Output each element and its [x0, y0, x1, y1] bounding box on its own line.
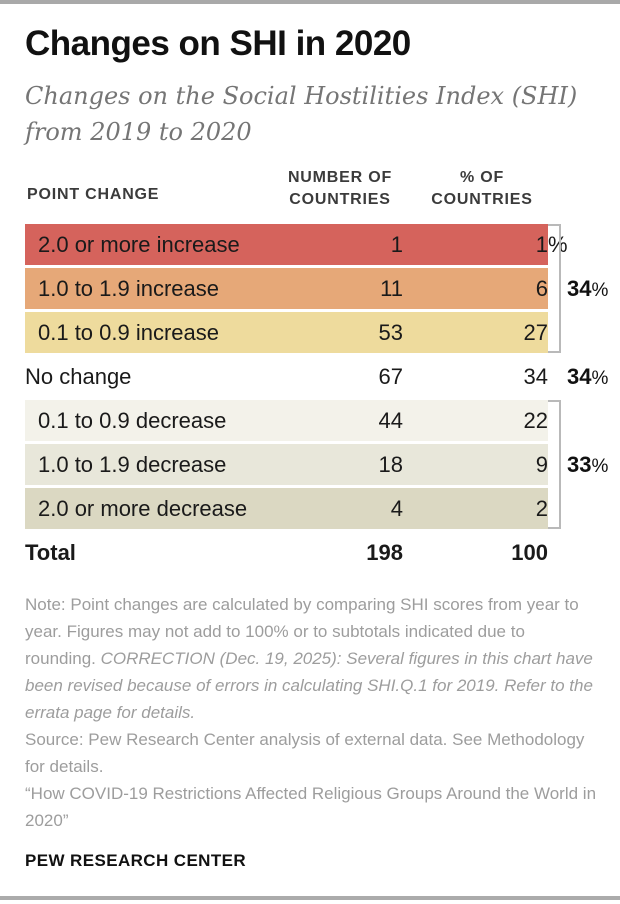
row-label: 1.0 to 1.9 decrease: [38, 451, 227, 477]
column-header-number-of-countries: NUMBER OF COUNTRIES: [287, 169, 393, 208]
row-label: 2.0 or more increase: [38, 231, 240, 257]
row-pct: 1%: [535, 231, 568, 257]
row-countries: 18: [378, 451, 403, 477]
table-row: 0.1 to 0.9 increase 53 27: [25, 312, 548, 353]
decrease-group-total: 33%: [567, 452, 609, 477]
table-body: 2.0 or more increase 1 1% 1.0 to 1.9 inc…: [25, 224, 620, 529]
top-rule: [0, 0, 620, 4]
row-pct: 6: [535, 275, 548, 301]
bottom-rule: [0, 896, 620, 900]
no-change-group-total: 34%: [567, 364, 609, 389]
chart-note: Note: Point changes are calculated by co…: [25, 595, 593, 722]
row-countries: 1: [390, 231, 403, 257]
increase-group-bracket: [548, 224, 561, 353]
table-row: 1.0 to 1.9 decrease 18 9: [25, 444, 548, 485]
row-countries: 53: [378, 319, 403, 345]
table-row: 1.0 to 1.9 increase 11 6: [25, 268, 548, 309]
total-pct: 100: [511, 540, 548, 565]
column-header-pct-of-countries: % OF COUNTRIES: [431, 169, 533, 208]
row-countries: 44: [378, 407, 403, 433]
increase-group-total: 34%: [567, 276, 609, 301]
report-title-quote: “How COVID-19 Restrictions Affected Reli…: [25, 784, 597, 830]
row-pct: 2: [535, 495, 548, 521]
chart-source: Source: Pew Research Center analysis of …: [25, 730, 585, 776]
page-title: Changes on SHI in 2020: [25, 24, 411, 63]
row-pct: 27: [523, 319, 548, 345]
row-countries: 67: [378, 363, 403, 389]
total-label: Total: [25, 540, 76, 565]
column-header-point-change: POINT CHANGE: [27, 186, 160, 203]
table-row: 2.0 or more increase 1 1%: [25, 224, 568, 265]
row-pct: 9: [535, 451, 548, 477]
row-countries: 11: [380, 275, 403, 301]
table-row: No change 67 34: [25, 356, 548, 397]
row-countries: 4: [390, 495, 403, 521]
row-pct: 34: [523, 363, 548, 389]
correction-note: CORRECTION (Dec. 19, 2025): Several figu…: [25, 649, 593, 722]
table-header: POINT CHANGE NUMBER OF COUNTRIES % OF CO…: [25, 163, 595, 213]
pew-research-center-brand: PEW RESEARCH CENTER: [25, 851, 247, 870]
row-pct: 22: [523, 407, 548, 433]
row-label: 0.1 to 0.9 decrease: [38, 407, 227, 433]
table-row: 2.0 or more decrease 4 2: [25, 488, 548, 529]
row-label: No change: [25, 363, 132, 389]
row-label: 2.0 or more decrease: [38, 495, 248, 521]
total-countries: 198: [366, 540, 403, 565]
decrease-group-bracket: [548, 400, 561, 529]
table-row: 0.1 to 0.9 decrease 44 22: [25, 400, 548, 441]
row-label: 1.0 to 1.9 increase: [38, 275, 220, 301]
table-total-row: Total 198 100: [25, 536, 548, 570]
row-label: 0.1 to 0.9 increase: [38, 319, 220, 345]
chart-subtitle: Changes on the Social Hostilities Index …: [25, 82, 578, 146]
